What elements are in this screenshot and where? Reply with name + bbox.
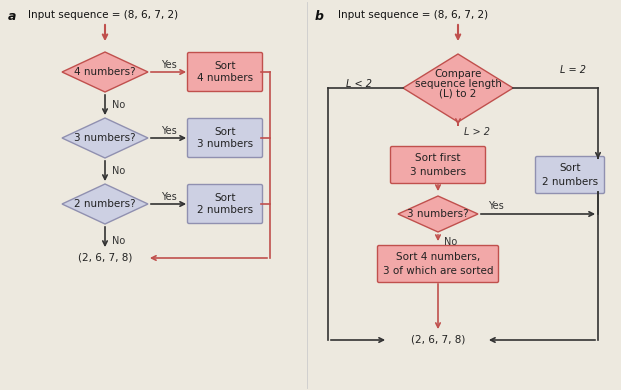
Text: Sort: Sort bbox=[214, 193, 236, 203]
Text: 3 numbers?: 3 numbers? bbox=[74, 133, 136, 143]
Text: Yes: Yes bbox=[161, 192, 176, 202]
Text: 3 numbers: 3 numbers bbox=[197, 139, 253, 149]
Polygon shape bbox=[62, 52, 148, 92]
Text: L > 2: L > 2 bbox=[464, 127, 490, 137]
Text: Input sequence = (8, 6, 7, 2): Input sequence = (8, 6, 7, 2) bbox=[338, 10, 488, 20]
Text: Sort: Sort bbox=[214, 127, 236, 137]
Text: No: No bbox=[112, 100, 125, 110]
Text: No: No bbox=[112, 236, 125, 246]
Text: (L) to 2: (L) to 2 bbox=[439, 89, 477, 99]
FancyBboxPatch shape bbox=[535, 156, 604, 193]
Text: (2, 6, 7, 8): (2, 6, 7, 8) bbox=[78, 253, 132, 263]
Text: L < 2: L < 2 bbox=[346, 79, 372, 89]
Polygon shape bbox=[62, 184, 148, 224]
FancyBboxPatch shape bbox=[188, 119, 263, 158]
Text: Sort 4 numbers,: Sort 4 numbers, bbox=[396, 252, 480, 262]
Text: Yes: Yes bbox=[161, 60, 176, 70]
Text: sequence length: sequence length bbox=[415, 79, 501, 89]
Polygon shape bbox=[62, 118, 148, 158]
Text: 4 numbers?: 4 numbers? bbox=[74, 67, 136, 77]
Text: 3 of which are sorted: 3 of which are sorted bbox=[383, 266, 493, 276]
Text: 2 numbers: 2 numbers bbox=[197, 205, 253, 215]
Text: Yes: Yes bbox=[161, 126, 176, 136]
Text: L = 2: L = 2 bbox=[560, 65, 586, 75]
Polygon shape bbox=[398, 196, 478, 232]
Text: Yes: Yes bbox=[488, 201, 504, 211]
Text: b: b bbox=[315, 10, 324, 23]
Text: (2, 6, 7, 8): (2, 6, 7, 8) bbox=[411, 335, 465, 345]
Text: 2 numbers: 2 numbers bbox=[542, 177, 598, 187]
Text: 3 numbers?: 3 numbers? bbox=[407, 209, 469, 219]
Text: Sort: Sort bbox=[560, 163, 581, 173]
FancyBboxPatch shape bbox=[188, 184, 263, 223]
Text: No: No bbox=[112, 166, 125, 176]
Text: 3 numbers: 3 numbers bbox=[410, 167, 466, 177]
Text: 2 numbers?: 2 numbers? bbox=[74, 199, 136, 209]
Text: No: No bbox=[444, 237, 457, 247]
Text: a: a bbox=[8, 10, 16, 23]
Text: Sort: Sort bbox=[214, 61, 236, 71]
FancyBboxPatch shape bbox=[391, 147, 486, 184]
Text: Compare: Compare bbox=[434, 69, 482, 79]
FancyBboxPatch shape bbox=[188, 53, 263, 92]
Text: Input sequence = (8, 6, 7, 2): Input sequence = (8, 6, 7, 2) bbox=[28, 10, 178, 20]
FancyBboxPatch shape bbox=[378, 245, 499, 282]
Text: 4 numbers: 4 numbers bbox=[197, 73, 253, 83]
Text: Sort first: Sort first bbox=[415, 153, 461, 163]
Polygon shape bbox=[403, 54, 513, 122]
